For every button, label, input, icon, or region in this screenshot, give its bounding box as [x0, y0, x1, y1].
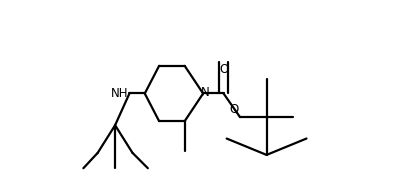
Text: N: N	[201, 86, 210, 99]
Text: O: O	[219, 63, 228, 76]
Text: O: O	[230, 103, 239, 116]
Text: NH: NH	[111, 87, 128, 100]
